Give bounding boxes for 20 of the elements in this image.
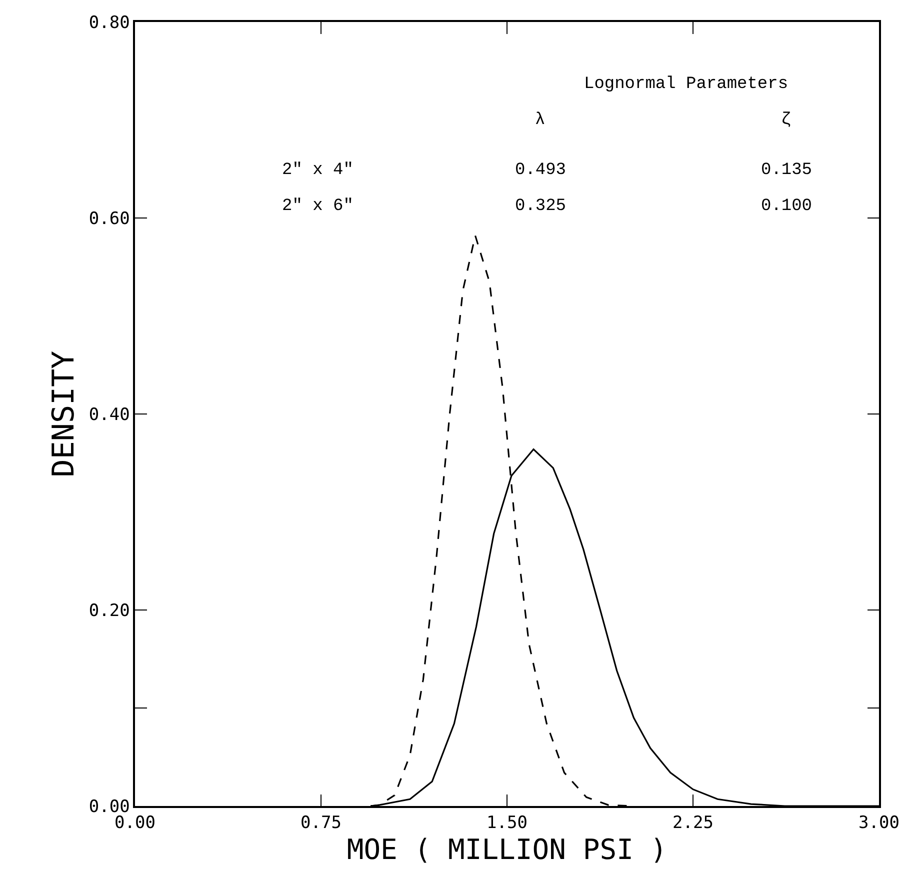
annotation: ζ	[781, 111, 792, 130]
annotation: 0.325	[515, 197, 566, 216]
annotation: 2" x 6"	[282, 197, 354, 216]
y-tick-label: 0.40	[88, 404, 130, 425]
x-tick-label: 2.25	[672, 813, 714, 834]
annotation: 0.100	[761, 197, 812, 216]
annotation: Lognormal Parameters	[584, 75, 788, 94]
annotation: 2" x 4"	[282, 161, 354, 180]
annotation: 0.135	[761, 161, 812, 180]
y-tick-label: 0.60	[88, 208, 130, 229]
y-tick-label: 0.80	[88, 12, 130, 33]
annotation: 0.493	[515, 161, 566, 180]
x-tick-label: 0.75	[300, 813, 342, 834]
y-axis-title: DENSITY	[46, 350, 82, 478]
x-axis-title: MOE ( MILLION PSI )	[346, 833, 668, 866]
x-tick-label: 3.00	[858, 813, 900, 834]
annotation: λ	[535, 111, 546, 130]
x-tick-label: 0.00	[114, 813, 156, 834]
y-tick-label: 0.20	[88, 600, 130, 621]
x-tick-label: 1.50	[486, 813, 528, 834]
